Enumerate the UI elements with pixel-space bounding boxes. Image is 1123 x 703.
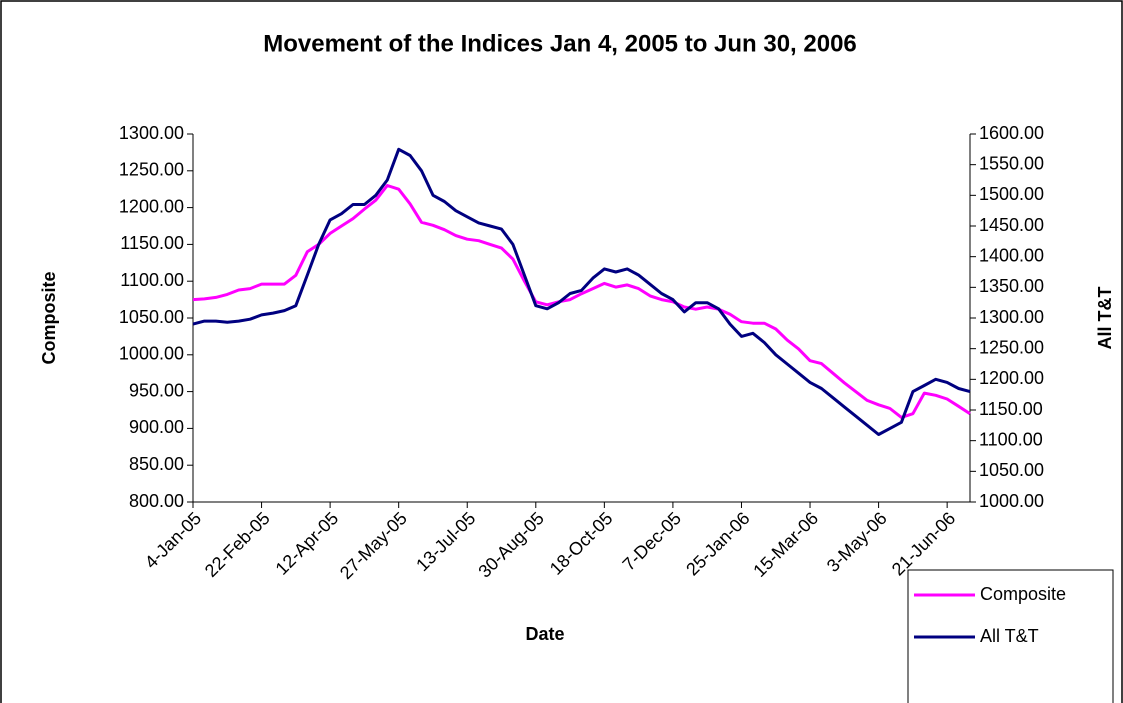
series-line (192, 147, 971, 436)
y2-tick-label: 1500.00 (979, 184, 1044, 204)
y2-tick-label: 1300.00 (979, 307, 1044, 327)
y-tick-label: 1200.00 (119, 196, 184, 216)
y2-tick-label: 1400.00 (979, 245, 1044, 265)
y-tick-label: 950.00 (129, 380, 184, 400)
y-tick-label: 1150.00 (120, 233, 184, 253)
y-tick-label: 800.00 (129, 491, 184, 511)
x-axis-title: Date (525, 624, 564, 644)
y2-tick-label: 1200.00 (979, 368, 1044, 388)
y-tick-label: 1050.00 (119, 307, 184, 327)
y-tick-label: 1100.00 (120, 270, 184, 290)
y2-tick-label: 1250.00 (979, 337, 1044, 357)
y2-axis-title: All T&T (1095, 287, 1115, 350)
y2-tick-label: 1450.00 (979, 215, 1044, 235)
y-tick-label: 900.00 (129, 417, 184, 437)
chart-title: Movement of the Indices Jan 4, 2005 to J… (263, 30, 857, 57)
y2-tick-label: 1550.00 (979, 153, 1044, 173)
y-tick-label: 1000.00 (119, 344, 184, 364)
y-tick-label: 1300.00 (119, 123, 184, 143)
y2-tick-label: 1600.00 (979, 123, 1044, 143)
series-line (192, 184, 971, 419)
y2-tick-label: 1000.00 (979, 491, 1044, 511)
y2-tick-label: 1100.00 (979, 429, 1043, 449)
y2-tick-label: 1150.00 (979, 399, 1043, 419)
y-axis-title: Composite (39, 271, 59, 364)
legend-label: Composite (980, 584, 1066, 604)
legend (907, 569, 1114, 703)
legend-label: All T&T (980, 626, 1039, 646)
y2-tick-label: 1050.00 (979, 460, 1044, 480)
y-tick-label: 1250.00 (119, 160, 184, 180)
y-tick-label: 850.00 (129, 454, 184, 474)
y2-tick-label: 1350.00 (979, 276, 1044, 296)
